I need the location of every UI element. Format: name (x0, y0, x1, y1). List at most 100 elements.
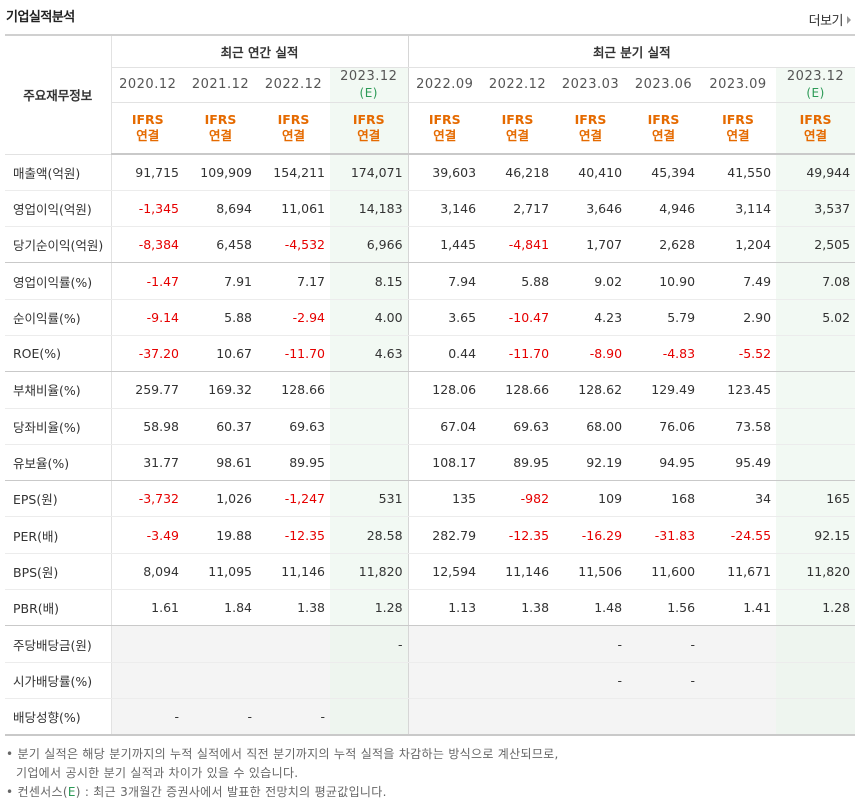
ifrs-badge: IFRS 연결 (627, 102, 701, 155)
value-cell: 282.79 (408, 516, 482, 554)
more-link[interactable]: 더보기 (809, 10, 851, 29)
value-cell: 92.19 (554, 444, 628, 482)
value-cell: 11,506 (554, 553, 628, 591)
row-label: ROE(%) (5, 335, 112, 373)
value-cell: 1.84 (184, 589, 257, 627)
value-cell (481, 662, 555, 699)
section-title: 기업실적분석 (6, 10, 75, 25)
value-cell: 11,061 (257, 190, 330, 228)
value-cell: 89.95 (481, 444, 555, 482)
value-cell: 3,114 (700, 190, 777, 228)
value-cell: 154,211 (257, 154, 330, 191)
value-cell: -12.35 (481, 516, 555, 554)
value-cell: 19.88 (184, 516, 257, 554)
value-cell: 5.02 (776, 299, 856, 336)
ifrs-badge: IFRS 연결 (776, 102, 856, 155)
value-cell: -982 (481, 480, 555, 518)
value-cell: -1,247 (257, 480, 330, 518)
value-cell: 69.63 (481, 408, 555, 445)
value-cell: -3,732 (111, 480, 184, 518)
ifrs-badge: IFRS 연결 (111, 102, 184, 155)
value-cell: 91,715 (111, 154, 184, 191)
consolidated-label: 연결 (357, 127, 381, 143)
value-cell: 169.32 (184, 371, 257, 409)
value-cell: -31.83 (627, 516, 701, 554)
value-cell: 7.91 (184, 262, 257, 300)
period-date: 2020.12 (119, 77, 177, 92)
row-label: 매출액(억원) (5, 154, 112, 191)
value-cell: 11,820 (776, 553, 856, 591)
value-cell: - (627, 625, 701, 663)
value-cell: 7.94 (408, 262, 482, 300)
period-header: 2023.12 (E) (776, 67, 856, 103)
table-row: 부채비율(%) 259.77 169.32 128.66 128.06 128.66 128… (5, 371, 856, 409)
value-cell (700, 662, 777, 699)
value-cell: -4,532 (257, 226, 330, 264)
chevron-right-icon (847, 16, 851, 24)
footnote-2-post: ) : 최근 3개월간 증권사에서 발표한 전망치의 평균값입니다. (75, 785, 387, 799)
value-cell: 60.37 (184, 408, 257, 445)
value-cell: -3.49 (111, 516, 184, 554)
row-label: EPS(원) (5, 480, 112, 518)
value-cell (554, 698, 628, 736)
row-label: 시가배당률(%) (5, 662, 112, 699)
value-cell: 1,026 (184, 480, 257, 518)
value-cell: - (554, 625, 628, 663)
value-cell: 2,628 (627, 226, 701, 264)
ifrs-label: IFRS (131, 111, 164, 127)
value-cell: 135 (408, 480, 482, 518)
value-cell: - (184, 698, 257, 736)
value-cell: 3,646 (554, 190, 628, 228)
value-cell: 8.15 (330, 262, 409, 300)
value-cell (330, 444, 409, 482)
value-cell: 5.79 (627, 299, 701, 336)
value-cell: 6,458 (184, 226, 257, 264)
value-cell: -2.94 (257, 299, 330, 336)
value-cell (111, 662, 184, 699)
value-cell: -4,841 (481, 226, 555, 264)
group-header-quarterly: 최근 분기 실적 (408, 34, 856, 68)
ifrs-badge: IFRS 연결 (554, 102, 628, 155)
value-cell (408, 662, 482, 699)
value-cell: 2,717 (481, 190, 555, 228)
value-cell: -11.70 (257, 335, 330, 373)
period-header: 2023.09 (700, 67, 777, 103)
value-cell: - (627, 662, 701, 699)
value-cell: 31.77 (111, 444, 184, 482)
period-date: 2023.03 (561, 77, 620, 92)
value-cell (700, 625, 777, 663)
row-label: 배당성향(%) (5, 698, 112, 736)
value-cell: 3.65 (408, 299, 482, 336)
value-cell: 128.06 (408, 371, 482, 409)
value-cell: -5.52 (700, 335, 777, 373)
value-cell: 11,146 (481, 553, 555, 591)
group-header-annual: 최근 연간 실적 (111, 34, 409, 68)
consolidated-label: 연결 (208, 127, 232, 143)
ifrs-label: IFRS (799, 111, 832, 127)
value-cell: 49,944 (776, 154, 856, 191)
row-label: 영업이익률(%) (5, 262, 112, 300)
consolidated-label: 연결 (281, 127, 305, 143)
value-cell (257, 662, 330, 699)
table-row: 유보율(%) 31.77 98.61 89.95 108.17 89.95 92.19 94.… (5, 444, 856, 482)
value-cell: 28.58 (330, 516, 409, 554)
consolidated-label: 연결 (726, 127, 750, 143)
ifrs-badge: IFRS 연결 (257, 102, 330, 155)
table-row: 순이익률(%) -9.14 5.88 -2.94 4.00 3.65 -10.47 4.23 5… (5, 299, 856, 336)
value-cell: 11,671 (700, 553, 777, 591)
value-cell: 4.23 (554, 299, 628, 336)
period-header: 2020.12 (111, 67, 184, 103)
value-cell: 89.95 (257, 444, 330, 482)
value-cell (481, 698, 555, 736)
ifrs-label: IFRS (277, 111, 310, 127)
value-cell (776, 444, 856, 482)
row-label: PBR(배) (5, 589, 112, 627)
table-row: ROE(%) -37.20 10.67 -11.70 4.63 0.44 -11.70 -8.… (5, 335, 856, 373)
value-cell (627, 698, 701, 736)
value-cell: 14,183 (330, 190, 409, 228)
value-cell: 7.08 (776, 262, 856, 300)
value-cell: 67.04 (408, 408, 482, 445)
value-cell: -8.90 (554, 335, 628, 373)
value-cell: 10.67 (184, 335, 257, 373)
value-cell: 1.38 (257, 589, 330, 627)
